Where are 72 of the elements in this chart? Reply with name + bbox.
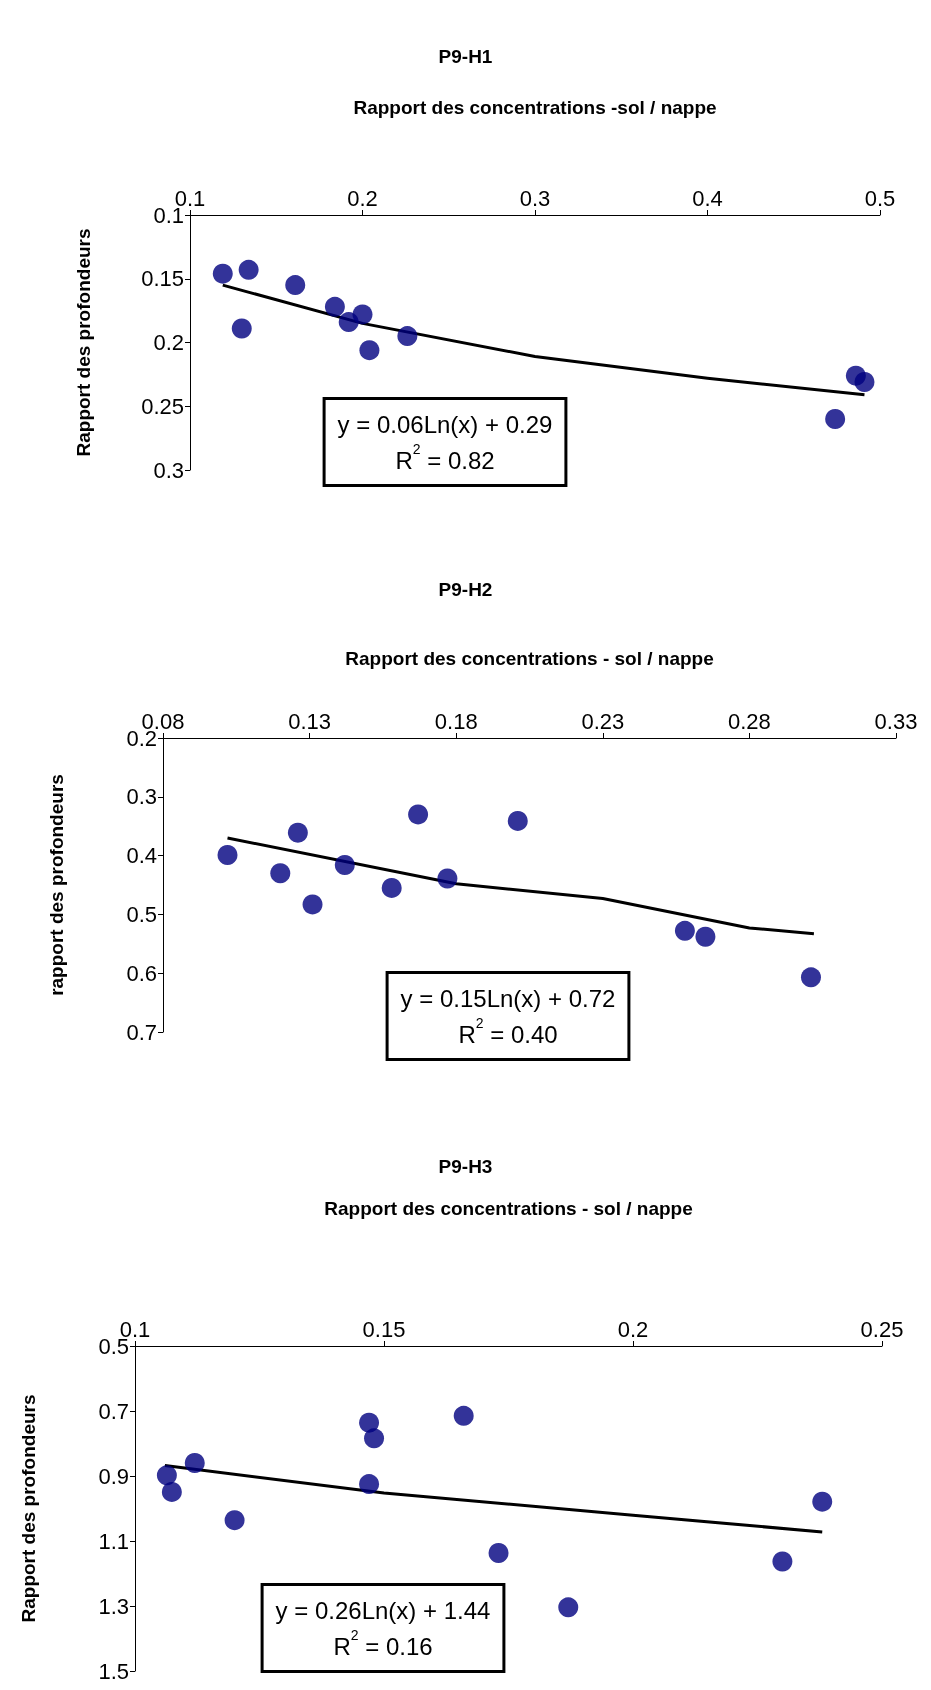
- point: [352, 304, 373, 325]
- annotation: y = 0.26Ln(x) + 1.44: [275, 1596, 491, 1624]
- y-tick-label: 0.25: [141, 393, 184, 419]
- point: [238, 259, 259, 280]
- x-tick-label: 0.23: [581, 708, 625, 734]
- point: [453, 1405, 474, 1426]
- x-tick-label: 0.28: [727, 708, 771, 734]
- y-tick-label: 0.2: [153, 330, 184, 355]
- x-axis-title: Rapport des concentrations - sol / nappe: [324, 1198, 693, 1219]
- x-tick-label: 0.13: [288, 708, 332, 734]
- x-tick-label: 0.2: [617, 1316, 649, 1342]
- point: [364, 1428, 385, 1449]
- point: [231, 318, 252, 339]
- x-tick-label: 0.2: [347, 185, 378, 211]
- point: [285, 275, 306, 296]
- annotation: y = 0.06Ln(x) + 0.29: [337, 410, 553, 438]
- y-tick-label: 0.3: [126, 784, 157, 810]
- y-tick-label: 0.5: [126, 901, 157, 927]
- point: [359, 340, 380, 361]
- point: [695, 926, 716, 947]
- chart-title: P9-H2: [438, 579, 493, 600]
- y-axis-title: Rapport des profondeurs: [17, 1394, 39, 1623]
- y-tick-label: 0.7: [126, 1019, 157, 1045]
- point: [800, 967, 821, 988]
- point: [184, 1453, 205, 1473]
- point: [558, 1597, 579, 1618]
- chart-title: P9-H3: [438, 1156, 493, 1177]
- y-tick-label: 1.1: [98, 1528, 129, 1554]
- point: [854, 372, 875, 393]
- point: [772, 1551, 793, 1572]
- point: [224, 1510, 245, 1531]
- point: [359, 1474, 380, 1495]
- point: [334, 855, 355, 875]
- point: [156, 1465, 177, 1486]
- point: [397, 326, 418, 347]
- point: [302, 894, 323, 915]
- point: [212, 263, 233, 284]
- annotation: y = 0.15Ln(x) + 0.72: [400, 984, 616, 1012]
- point: [324, 296, 345, 317]
- y-tick-label: 0.4: [126, 843, 157, 869]
- x-tick-label: 0.25: [860, 1316, 904, 1342]
- point: [507, 810, 528, 831]
- y-tick-label: 0.15: [141, 266, 184, 292]
- x-tick-label: 0.15: [362, 1316, 406, 1342]
- point: [161, 1481, 182, 1502]
- x-tick-label: 0.5: [864, 185, 896, 211]
- x-axis-title: Rapport des concentrations -sol / nappe: [353, 97, 717, 118]
- point: [408, 804, 429, 825]
- x-tick-label: 0.3: [519, 185, 551, 211]
- x-tick-label: 0.33: [874, 708, 918, 734]
- point: [488, 1543, 509, 1564]
- point: [674, 920, 695, 941]
- point: [270, 863, 291, 884]
- chart-title: P9-H1: [438, 46, 493, 67]
- y-tick-label: 0.6: [126, 960, 157, 986]
- point: [217, 845, 238, 866]
- y-tick-label: 0.3: [153, 457, 184, 483]
- x-tick-label: 0.18: [434, 708, 478, 734]
- y-tick-label: 1.3: [98, 1593, 129, 1619]
- x-tick-label: 0.4: [692, 185, 723, 211]
- point: [812, 1491, 833, 1512]
- y-tick-label: 0.9: [98, 1463, 129, 1489]
- y-axis-title: rapport des profondeurs: [45, 774, 67, 996]
- x-axis-title: Rapport des concentrations - sol / nappe: [345, 648, 714, 669]
- y-tick-label: 0.7: [98, 1398, 129, 1424]
- point: [825, 409, 846, 429]
- point: [381, 877, 402, 898]
- point: [437, 868, 458, 889]
- point: [287, 822, 308, 843]
- line-series: [226, 836, 816, 936]
- y-tick-label: 1.5: [98, 1658, 129, 1684]
- y-axis-title: Rapport des profondeurs: [72, 228, 94, 457]
